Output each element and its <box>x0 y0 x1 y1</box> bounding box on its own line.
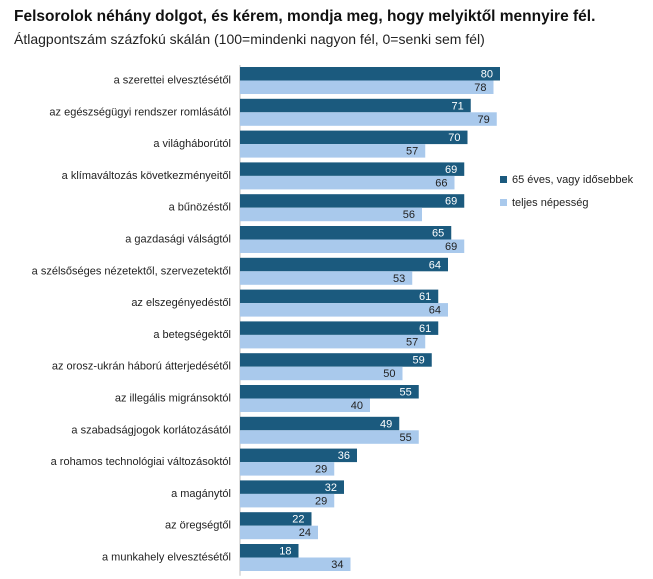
category-label: a gazdasági válságtól <box>125 234 231 246</box>
data-label: 79 <box>478 114 490 126</box>
category-label: az orosz-ukrán háború átterjedésétől <box>52 361 231 373</box>
bar-total <box>240 430 419 444</box>
data-label: 69 <box>445 164 457 176</box>
legend-label-65plus: 65 éves, vagy idősebbek <box>512 174 634 186</box>
data-label: 22 <box>292 514 304 526</box>
bar-65plus <box>240 194 465 208</box>
data-label: 78 <box>474 82 486 94</box>
data-label: 55 <box>400 432 412 444</box>
data-label: 49 <box>380 418 392 430</box>
data-label: 61 <box>419 291 431 303</box>
data-label: 69 <box>445 241 457 253</box>
data-label: 29 <box>315 464 327 476</box>
category-label: a klímaváltozás következményeitől <box>62 170 231 182</box>
bar-total <box>240 366 403 381</box>
data-label: 65 <box>432 228 444 240</box>
chart-subtitle: Átlagpontszám százfokú skálán (100=minde… <box>14 31 485 47</box>
category-label: az elszegényedéstől <box>131 297 231 309</box>
chart-title: Felsorolok néhány dolgot, és kérem, mond… <box>14 8 596 25</box>
data-label: 34 <box>331 559 343 571</box>
data-label: 18 <box>279 546 291 558</box>
data-label: 59 <box>413 355 425 367</box>
bar-total <box>240 144 426 158</box>
category-label: az öregségtől <box>165 520 231 532</box>
bar-65plus <box>240 480 344 494</box>
data-label: 53 <box>393 273 405 285</box>
bar-total <box>240 239 465 253</box>
data-label: 71 <box>452 100 464 112</box>
bar-65plus <box>240 353 432 367</box>
bar-total <box>240 525 318 540</box>
data-label: 69 <box>445 196 457 208</box>
category-label: a szerettei elvesztésétől <box>114 75 231 87</box>
data-label: 29 <box>315 495 327 507</box>
category-label: az illegális migránsoktól <box>115 393 231 405</box>
category-label: a világháborútól <box>153 138 231 150</box>
bar-total <box>240 112 497 126</box>
bar-total <box>240 398 370 412</box>
data-label: 24 <box>299 527 311 539</box>
bar-total <box>240 175 455 190</box>
bar-total <box>240 271 413 285</box>
bar-total <box>240 80 494 94</box>
data-label: 64 <box>429 259 441 271</box>
legend-swatch-total <box>500 199 507 206</box>
bar-65plus <box>240 321 439 335</box>
data-label: 61 <box>419 323 431 335</box>
category-label: a munkahely elvesztésétől <box>102 552 231 564</box>
bar-total <box>240 303 448 317</box>
data-label: 57 <box>406 336 418 348</box>
bar-65plus <box>240 544 299 558</box>
legend-swatch-65plus <box>500 176 507 183</box>
category-label: a betegségektől <box>153 329 231 341</box>
bar-65plus <box>240 448 357 463</box>
legend-label-total: teljes népesség <box>512 197 588 209</box>
data-label: 40 <box>351 400 363 412</box>
category-label: a bűnözéstől <box>169 202 231 214</box>
bar-65plus <box>240 130 468 145</box>
data-label: 64 <box>429 305 441 317</box>
data-label: 70 <box>448 132 460 144</box>
bar-65plus <box>240 416 400 431</box>
bar-65plus <box>240 512 312 526</box>
data-label: 66 <box>435 177 447 189</box>
bar-65plus <box>240 257 448 272</box>
bar-total <box>240 207 422 222</box>
bar-65plus <box>240 98 471 113</box>
bar-65plus <box>240 289 439 304</box>
category-label: a magánytól <box>171 488 231 500</box>
bar-65plus <box>240 226 452 240</box>
data-label: 55 <box>400 387 412 399</box>
category-label: a szélsőséges nézetektől, szervezetektől <box>32 265 231 277</box>
bar-65plus <box>240 385 419 399</box>
category-label: az egészségügyi rendszer romlásától <box>49 106 231 118</box>
data-label: 32 <box>325 482 337 494</box>
bar-65plus <box>240 67 500 81</box>
data-label: 56 <box>403 209 415 221</box>
bar-total <box>240 557 351 571</box>
bar-total <box>240 493 335 508</box>
bar-total <box>240 462 335 476</box>
data-label: 80 <box>481 69 493 81</box>
bar-65plus <box>240 162 465 176</box>
data-label: 36 <box>338 450 350 462</box>
category-label: a szabadságjogok korlátozásától <box>71 424 231 436</box>
category-label: a rohamos technológiai változásoktól <box>51 456 231 468</box>
data-label: 57 <box>406 146 418 158</box>
bar-total <box>240 334 426 349</box>
data-label: 50 <box>383 368 395 380</box>
